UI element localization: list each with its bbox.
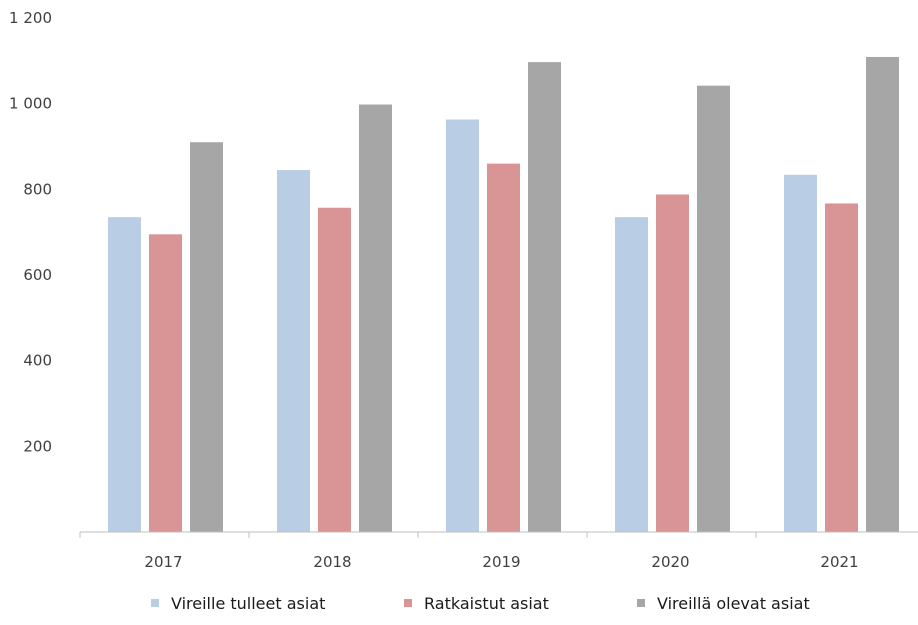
bar-2018-series-3 — [359, 104, 392, 533]
legend-swatch — [151, 599, 159, 607]
bar-2017-series-3 — [190, 142, 223, 532]
y-tick-label: 600 — [23, 266, 52, 284]
bar-2021-series-3 — [866, 56, 899, 532]
bar-2019-series-3 — [528, 62, 561, 532]
legend-label: Vireille tulleet asiat — [171, 594, 325, 613]
legend-label: Vireillä olevat asiat — [657, 594, 810, 613]
legend-swatch — [404, 599, 412, 607]
x-tick-label: 2017 — [144, 553, 182, 571]
x-tick-label: 2020 — [651, 553, 689, 571]
bar-2018-series-1 — [277, 170, 310, 532]
bar-2017-series-2 — [149, 234, 182, 532]
legend-item: Ratkaistut asiat — [404, 594, 549, 613]
legend-swatch — [637, 599, 645, 607]
x-axis — [79, 531, 918, 538]
x-tick-label: 2018 — [313, 553, 351, 571]
legend-label: Ratkaistut asiat — [424, 594, 549, 613]
y-tick-label: 200 — [23, 437, 52, 455]
bar-2017-series-1 — [108, 217, 141, 533]
y-axis-ticks: 200 400 600 800 1 000 1 200 — [9, 9, 52, 455]
y-tick-label: 1 200 — [9, 9, 52, 27]
bar-2021-series-2 — [825, 203, 858, 533]
bar-2019-series-1 — [446, 119, 479, 532]
bar-2019-series-2 — [487, 163, 520, 532]
y-tick-label: 800 — [23, 180, 52, 198]
y-tick-label: 400 — [23, 352, 52, 370]
bar-2020-series-3 — [697, 85, 730, 532]
x-tick-label: 2021 — [820, 553, 858, 571]
legend-item: Vireillä olevat asiat — [637, 594, 810, 613]
x-tick-label: 2019 — [482, 553, 520, 571]
bar-2018-series-2 — [318, 207, 351, 533]
x-axis-ticks: 2017 2018 2019 2020 2021 — [144, 553, 858, 571]
bar-2020-series-1 — [615, 217, 648, 533]
bar-2020-series-2 — [656, 194, 689, 532]
legend-item: Vireille tulleet asiat — [151, 594, 325, 613]
legend: Vireille tulleet asiat Ratkaistut asiat Vi… — [151, 594, 810, 613]
bar-2021-series-1 — [784, 174, 817, 532]
y-tick-label: 1 000 — [9, 95, 52, 113]
bars — [108, 56, 899, 533]
